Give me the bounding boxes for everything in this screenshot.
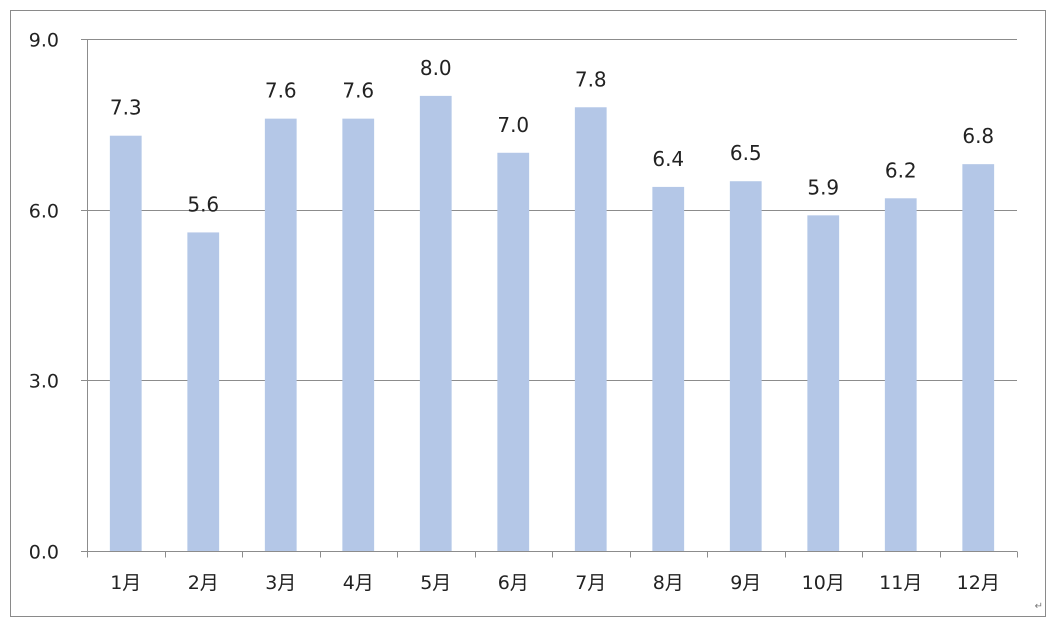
bar xyxy=(807,215,840,551)
axes xyxy=(81,39,1018,558)
data-label: 7.8 xyxy=(575,67,607,91)
bar xyxy=(264,118,297,552)
x-axis-category-labels: 1月 2月 3月 4月 5月 6月 7月 8月 9月 10月 11月 12月 xyxy=(110,572,1000,594)
paragraph-mark-icon: ↵ xyxy=(1034,601,1043,612)
gridlines xyxy=(81,39,1017,381)
bar xyxy=(109,135,142,551)
bar xyxy=(884,198,917,552)
category-label: 6月 xyxy=(498,572,529,594)
category-label: 5月 xyxy=(420,572,451,594)
data-label: 6.5 xyxy=(730,141,762,165)
category-label: 4月 xyxy=(343,572,374,594)
bar xyxy=(652,186,685,551)
data-label: 6.4 xyxy=(652,147,684,171)
y-axis-tick-labels: 0.0 3.0 6.0 9.0 xyxy=(29,30,59,564)
y-tick-label: 9.0 xyxy=(29,30,59,52)
data-label: 7.6 xyxy=(342,79,374,103)
bar xyxy=(729,181,762,551)
bars xyxy=(109,95,995,552)
category-label: 12月 xyxy=(957,572,1000,594)
data-label: 6.2 xyxy=(885,158,917,182)
category-label: 11月 xyxy=(879,572,922,594)
category-label: 10月 xyxy=(802,572,845,594)
data-labels: 7.3 5.6 7.6 7.6 8.0 7.0 7.8 6.4 6.5 5.9 6.2 6.8 xyxy=(110,56,994,217)
bar xyxy=(497,152,530,551)
category-label: 2月 xyxy=(188,572,219,594)
y-tick-label: 0.0 xyxy=(29,542,59,564)
bar xyxy=(187,232,220,551)
category-label: 7月 xyxy=(575,572,606,594)
data-label: 7.6 xyxy=(265,79,297,103)
data-label: 5.6 xyxy=(187,192,219,216)
y-tick-label: 3.0 xyxy=(29,371,59,393)
category-label: 3月 xyxy=(265,572,296,594)
bar xyxy=(962,164,995,551)
data-label: 6.8 xyxy=(962,124,994,148)
y-tick-label: 6.0 xyxy=(29,201,59,223)
data-label: 7.3 xyxy=(110,96,142,120)
category-label: 1月 xyxy=(110,572,141,594)
chart-frame: 7.3 5.6 7.6 7.6 8.0 7.0 7.8 6.4 6.5 5.9 6.2 6.8 0.0… xyxy=(10,10,1046,617)
category-label: 9月 xyxy=(730,572,761,594)
bar-chart: 7.3 5.6 7.6 7.6 8.0 7.0 7.8 6.4 6.5 5.9 6.2 6.8 0.0… xyxy=(29,30,1018,594)
category-label: 8月 xyxy=(653,572,684,594)
data-label: 7.0 xyxy=(497,113,529,137)
data-label: 5.9 xyxy=(807,175,839,199)
data-label: 8.0 xyxy=(420,56,452,80)
bar xyxy=(574,107,607,552)
bar xyxy=(342,118,375,552)
bar xyxy=(419,95,452,551)
